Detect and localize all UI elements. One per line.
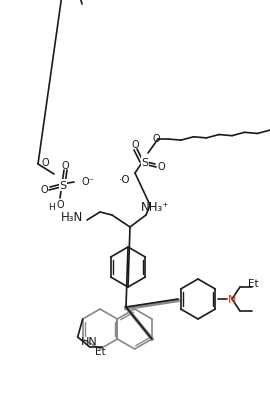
Text: O: O bbox=[157, 162, 165, 172]
Text: O⁻: O⁻ bbox=[81, 177, 94, 187]
Text: N: N bbox=[228, 294, 236, 304]
Text: O: O bbox=[41, 158, 49, 168]
Text: O: O bbox=[61, 161, 69, 171]
Text: Et: Et bbox=[248, 278, 259, 288]
Text: Et: Et bbox=[95, 346, 105, 356]
Text: ·O: ·O bbox=[119, 175, 131, 185]
Text: O: O bbox=[56, 200, 64, 209]
Text: O: O bbox=[152, 134, 160, 144]
Text: O: O bbox=[40, 185, 48, 194]
Text: NH₃⁺: NH₃⁺ bbox=[141, 201, 169, 214]
Text: S: S bbox=[141, 158, 149, 168]
Text: H: H bbox=[48, 203, 55, 212]
Text: HN: HN bbox=[81, 336, 97, 346]
Text: O: O bbox=[131, 140, 139, 149]
Text: S: S bbox=[59, 181, 67, 190]
Text: H₃N: H₃N bbox=[61, 211, 83, 224]
